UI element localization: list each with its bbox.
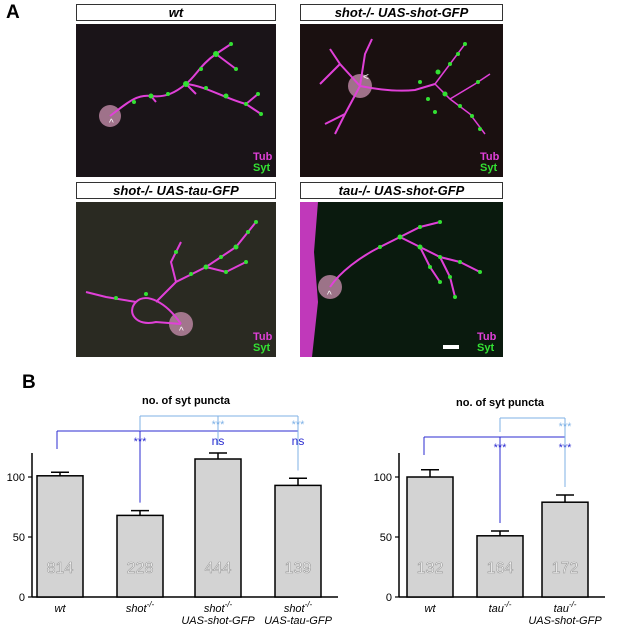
scale-bar — [443, 345, 459, 349]
legend-tub: Tub — [477, 331, 497, 343]
chart1-category-label: tau-/- — [489, 600, 512, 615]
panel-a-letter: A — [6, 2, 20, 23]
chart0-y-tick-label: 50 — [13, 532, 25, 544]
legend-syt: Syt — [477, 342, 495, 354]
chart0-y-tick-label: 100 — [7, 472, 25, 484]
chart1-category-label: tau-/-UAS-shot-GFP — [528, 600, 602, 627]
chart1-sig-label: *** — [494, 442, 508, 454]
micrograph-label-wt: wt — [76, 4, 276, 21]
legend-syt: Syt — [253, 342, 271, 354]
chart0-category-label: wt — [55, 603, 67, 615]
chart1-bar — [476, 535, 524, 598]
chart1-y-tick-label: 50 — [380, 532, 392, 544]
neuron-image-wt: ^ — [99, 42, 263, 129]
micrograph-wt: ^ Tub Syt — [76, 24, 276, 177]
micrograph-label-tau-shot: tau-/- UAS-shot-GFP — [300, 182, 503, 199]
chart0-n-label: 139 — [285, 560, 312, 577]
micrograph-shot-tau: ^ Tub Syt — [76, 202, 276, 357]
chart0-n-label: 228 — [127, 560, 154, 577]
legend-tub: Tub — [253, 331, 273, 343]
chart0-category-label: shot-/- — [126, 600, 155, 615]
chart0-sig-label: *** — [212, 419, 226, 431]
chart0-category-label: shot-/-UAS-tau-GFP — [264, 600, 333, 627]
chart0-n-label: 814 — [47, 560, 74, 577]
chart1-y-tick-label: 100 — [374, 472, 392, 484]
neuron-image-shot-rescue: < — [319, 38, 491, 135]
chart1-category-label: wt — [425, 603, 437, 615]
legend-tub: Tub — [480, 151, 500, 163]
chart1-n-label: 132 — [417, 560, 444, 577]
chart1-y-tick-label: 0 — [386, 592, 392, 604]
neuron-image-tau-shot: ^ — [300, 202, 482, 357]
neuron-image-shot-tau: ^ — [85, 220, 258, 337]
chart0-bar — [194, 458, 242, 598]
micrograph-label-text: wt — [168, 5, 184, 20]
svg-text:<: < — [363, 72, 369, 83]
micrograph-label-shot-rescue: shot-/- UAS-shot-GFP — [300, 4, 503, 21]
legend-syt: Syt — [480, 162, 498, 174]
chart0-sig-label: *** — [134, 436, 148, 448]
micrograph-label-shot-tau: shot-/- UAS-tau-GFP — [76, 182, 276, 199]
panel-b-letter: B — [22, 372, 36, 393]
chart1-n-label: 164 — [487, 560, 514, 577]
chart1-n-label: 172 — [552, 560, 579, 577]
svg-text:^: ^ — [109, 118, 114, 129]
legend-syt: Syt — [253, 162, 271, 174]
chart0-sig-label: *** — [292, 419, 306, 431]
micrograph-tau-shot: ^ Tub Syt — [300, 202, 503, 357]
micrograph-label-text: tau-/- UAS-shot-GFP — [338, 183, 465, 198]
chart1-bar — [541, 501, 589, 598]
micrograph-label-text: shot-/- UAS-tau-GFP — [113, 183, 239, 198]
micrograph-label-text: shot-/- UAS-shot-GFP — [334, 5, 469, 20]
chart0-title: no. of syt puncta — [142, 395, 231, 407]
chart1-sig-label: *** — [559, 421, 573, 433]
svg-text:^: ^ — [327, 290, 332, 301]
chart1-bar — [406, 476, 454, 598]
chart0-bar — [116, 514, 164, 598]
svg-text:^: ^ — [179, 326, 184, 337]
chart0-bar — [274, 484, 322, 598]
chart0-bar — [36, 475, 84, 598]
legend-tub: Tub — [253, 151, 273, 163]
chart0-category-label: shot-/-UAS-shot-GFP — [181, 600, 255, 627]
micrograph-shot-rescue: < Tub Syt — [300, 24, 503, 177]
chart0-y-tick-label: 0 — [19, 592, 25, 604]
chart0-n-label: 444 — [205, 560, 232, 577]
chart1-title: no. of syt puncta — [456, 397, 545, 409]
